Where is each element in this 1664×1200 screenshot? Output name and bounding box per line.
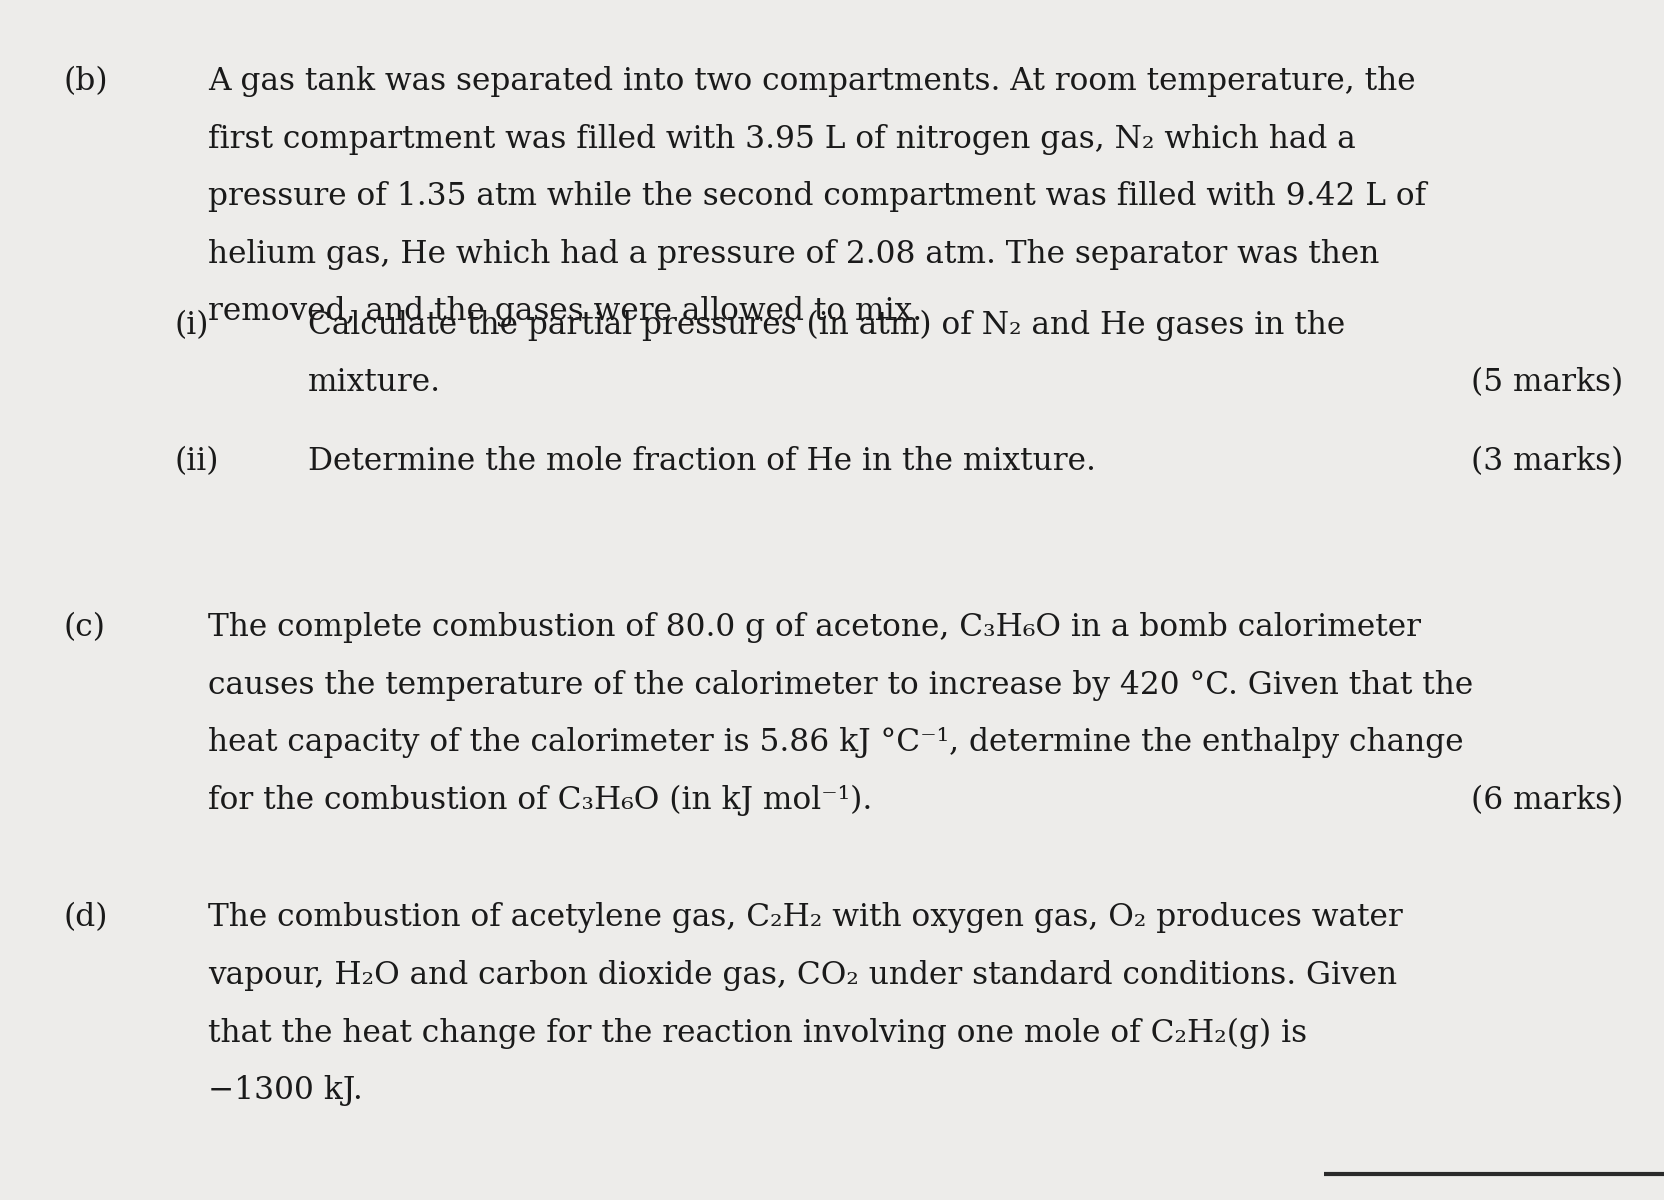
Text: (6 marks): (6 marks) (1469, 785, 1622, 816)
Text: The combustion of acetylene gas, C₂H₂ with oxygen gas, O₂ produces water: The combustion of acetylene gas, C₂H₂ wi… (208, 902, 1403, 934)
Text: (i): (i) (175, 310, 210, 341)
Text: Calculate the partial pressures (in atm) of N₂ and He gases in the: Calculate the partial pressures (in atm)… (308, 310, 1345, 341)
Text: heat capacity of the calorimeter is 5.86 kJ °C⁻¹, determine the enthalpy change: heat capacity of the calorimeter is 5.86… (208, 727, 1463, 758)
Text: (d): (d) (63, 902, 108, 934)
Text: The complete combustion of 80.0 g of acetone, C₃H₆O in a bomb calorimeter: The complete combustion of 80.0 g of ace… (208, 612, 1421, 643)
Text: (c): (c) (63, 612, 105, 643)
Text: (b): (b) (63, 66, 108, 97)
Text: for the combustion of C₃H₆O (in kJ mol⁻¹).: for the combustion of C₃H₆O (in kJ mol⁻¹… (208, 785, 872, 816)
Text: pressure of 1.35 atm while the second compartment was filled with 9.42 L of: pressure of 1.35 atm while the second co… (208, 181, 1426, 212)
Text: causes the temperature of the calorimeter to increase by 420 °C. Given that the: causes the temperature of the calorimete… (208, 670, 1473, 701)
Text: Determine the mole fraction of He in the mixture.: Determine the mole fraction of He in the… (308, 446, 1095, 478)
Text: A gas tank was separated into two compartments. At room temperature, the: A gas tank was separated into two compar… (208, 66, 1414, 97)
Text: vapour, H₂O and carbon dioxide gas, CO₂ under standard conditions. Given: vapour, H₂O and carbon dioxide gas, CO₂ … (208, 960, 1396, 991)
Text: (ii): (ii) (175, 446, 220, 478)
Text: first compartment was filled with 3.95 L of nitrogen gas, N₂ which had a: first compartment was filled with 3.95 L… (208, 124, 1354, 155)
Text: mixture.: mixture. (308, 367, 441, 398)
Text: that the heat change for the reaction involving one mole of C₂H₂(g) is: that the heat change for the reaction in… (208, 1018, 1306, 1049)
Text: (5 marks): (5 marks) (1471, 367, 1622, 398)
Text: helium gas, He which had a pressure of 2.08 atm. The separator was then: helium gas, He which had a pressure of 2… (208, 239, 1379, 270)
Text: −1300 kJ.: −1300 kJ. (208, 1075, 363, 1106)
Text: (3 marks): (3 marks) (1469, 446, 1622, 478)
Text: removed, and the gases were allowed to mix.: removed, and the gases were allowed to m… (208, 296, 922, 328)
